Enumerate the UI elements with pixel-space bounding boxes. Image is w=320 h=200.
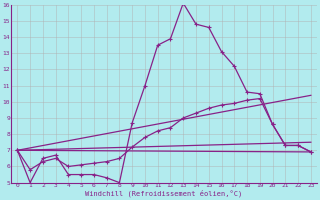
- X-axis label: Windchill (Refroidissement éolien,°C): Windchill (Refroidissement éolien,°C): [85, 190, 243, 197]
